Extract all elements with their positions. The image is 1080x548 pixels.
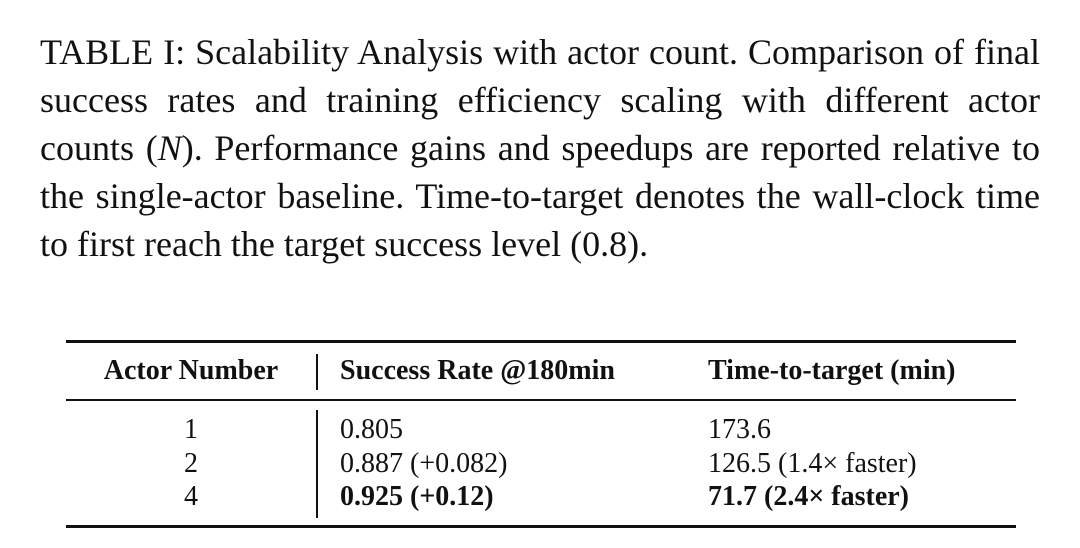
row-1-actors: 1 [184, 414, 198, 445]
caption-math-symbol: N [157, 128, 182, 168]
table-caption: TABLE I: Scalability Analysis with actor… [40, 28, 1040, 268]
header-success-rate: Success Rate @180min [340, 355, 615, 386]
table-bottom-rule [66, 525, 1016, 528]
row-2-time-to-target: 126.5 (1.4× faster) [708, 448, 917, 479]
row-1-time-to-target: 173.6 [708, 414, 771, 445]
row-2-success-rate: 0.887 (+0.082) [340, 448, 508, 479]
caption-text-part1: Scalability Analysis with actor count. C… [40, 32, 1040, 168]
header-time-to-target: Time-to-target (min) [708, 355, 956, 386]
table-top-rule [66, 340, 1016, 343]
table-header-rule [66, 399, 1016, 401]
caption-label: TABLE I: [40, 32, 186, 72]
header-actor-number: Actor Number [103, 355, 279, 386]
caption-text-part2: ). Performance gains and speedups are re… [40, 128, 1040, 264]
row-4-actors: 4 [184, 481, 198, 512]
header-column-divider [316, 354, 318, 390]
row-2-actors: 2 [184, 448, 198, 479]
row-4-time-to-target: 71.7 (2.4× faster) [708, 481, 910, 512]
body-column-divider [316, 410, 318, 518]
row-1-success-rate: 0.805 [340, 414, 403, 445]
row-4-success-rate: 0.925 (+0.12) [340, 481, 494, 512]
